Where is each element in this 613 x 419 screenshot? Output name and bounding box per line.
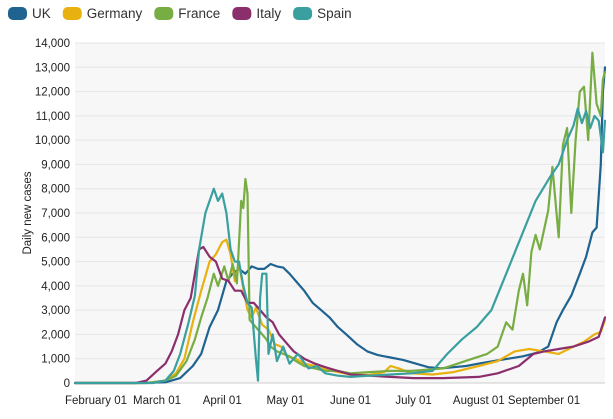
legend-label: Spain <box>317 6 352 21</box>
legend-item-germany[interactable]: Germany <box>62 6 143 21</box>
y-axis: 0 1,000 2,000 3,000 4,000 5,000 6,000 7,000 8,00… <box>35 38 70 390</box>
y-tick-label: 2,000 <box>41 329 70 341</box>
x-tick-label: July 01 <box>395 395 431 407</box>
series-line-italy <box>73 245 607 385</box>
y-tick-label: 8,000 <box>41 184 70 196</box>
legend-swatch <box>62 7 82 20</box>
legend: UK Germany France Italy Spain <box>8 6 352 21</box>
y-tick-label: 14,000 <box>35 38 70 50</box>
y-tick-label: 1,000 <box>41 354 70 366</box>
y-tick-label: 9,000 <box>41 159 70 171</box>
y-tick-label: 5,000 <box>41 257 70 269</box>
x-tick-label: September 01 <box>508 395 580 407</box>
x-tick-label: May 01 <box>266 395 304 407</box>
y-tick-label: 11,000 <box>36 111 70 123</box>
y-tick-label: 3,000 <box>41 305 70 317</box>
legend-swatch <box>232 7 252 20</box>
legend-item-france[interactable]: France <box>154 6 220 21</box>
legend-item-spain[interactable]: Spain <box>293 6 352 21</box>
legend-label: France <box>178 6 220 21</box>
y-tick-label: 12,000 <box>35 87 70 99</box>
x-axis: February 01 March 01 April 01 May 01 June 01… <box>65 395 580 407</box>
legend-swatch <box>293 7 313 20</box>
x-tick-label: August 01 <box>453 395 505 407</box>
legend-item-uk[interactable]: UK <box>8 6 51 21</box>
legend-swatch <box>154 7 174 20</box>
y-tick-label: 10,000 <box>35 135 70 147</box>
legend-label: Italy <box>256 6 281 21</box>
series-line-spain <box>73 107 607 385</box>
x-tick-label: March 01 <box>133 395 181 407</box>
legend-label: Germany <box>87 6 143 21</box>
y-tick-label: 4,000 <box>41 281 70 293</box>
series-line-france <box>73 51 607 385</box>
x-tick-label: April 01 <box>203 395 242 407</box>
y-tick-label: 0 <box>64 378 70 390</box>
y-tick-label: 7,000 <box>41 208 70 220</box>
y-tick-label: 6,000 <box>41 232 70 244</box>
legend-item-italy[interactable]: Italy <box>232 6 281 21</box>
legend-label: UK <box>32 6 51 21</box>
x-tick-label: February 01 <box>65 395 127 407</box>
series-group <box>73 51 607 385</box>
y-tick-label: 13,000 <box>35 62 70 74</box>
x-tick-label: June 01 <box>330 395 371 407</box>
series-line-germany <box>73 238 607 385</box>
grid <box>75 42 605 384</box>
legend-swatch <box>8 7 27 20</box>
y-axis-title: Daily new cases <box>22 171 34 254</box>
